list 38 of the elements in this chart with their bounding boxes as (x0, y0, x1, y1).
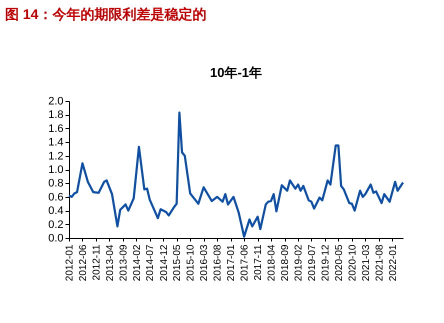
x-tick-label: 2020-05 (334, 244, 345, 282)
x-tick-label: 2014-02 (132, 244, 143, 282)
x-tick-label: 2019-07 (306, 244, 318, 282)
x-tick-label: 2017-06 (240, 244, 251, 282)
x-tick-label: 2012-06 (78, 244, 89, 282)
x-tick-label: 2019-02 (294, 244, 305, 282)
x-tick-label: 2014-12 (158, 244, 170, 282)
x-tick-label: 2015-05 (172, 244, 184, 282)
y-tick-label: 1.4 (48, 136, 64, 149)
x-tick-label: 2019-12 (320, 244, 332, 282)
y-tick-label: 0.0 (48, 232, 64, 244)
x-tick-label: 2018-09 (280, 244, 292, 282)
x-tick-label: 2012-11 (92, 244, 102, 280)
x-tick-label: 2017-01 (226, 244, 238, 282)
y-tick-label: 1.6 (48, 122, 64, 135)
x-tick-label: 2021-03 (360, 244, 372, 282)
x-tick-label: 2013-09 (118, 244, 130, 282)
x-tick-label: 2015-10 (186, 244, 197, 282)
chart-subtitle: 10年-1年 (210, 65, 262, 80)
x-tick-label: 2021-08 (374, 244, 386, 282)
x-tick-label: 2014-07 (145, 244, 156, 282)
x-tick-label: 2018-04 (266, 244, 278, 282)
y-tick-label: 1.8 (48, 109, 64, 122)
x-tick-label: 2020-10 (347, 244, 358, 282)
x-tick-label: 2022-01 (388, 244, 399, 282)
y-tick-label: 0.2 (48, 218, 64, 231)
x-tick-label: 2017-11 (253, 244, 264, 280)
y-tick-label: 0.4 (48, 205, 64, 218)
x-tick-label: 2016-08 (212, 244, 224, 282)
y-tick-label: 0.6 (48, 191, 64, 204)
y-tick-label: 1.0 (48, 164, 64, 176)
y-tick-label: 2.0 (48, 96, 64, 108)
y-tick-label: 1.2 (48, 150, 64, 162)
y-tick-label: 0.8 (48, 178, 64, 190)
chart-title: 图 14：今年的期限利差是稳定的 (5, 6, 206, 22)
x-tick-label: 2012-01 (64, 244, 76, 282)
x-tick-label: 2016-03 (199, 244, 210, 282)
x-tick-label: 2013-04 (104, 244, 116, 282)
